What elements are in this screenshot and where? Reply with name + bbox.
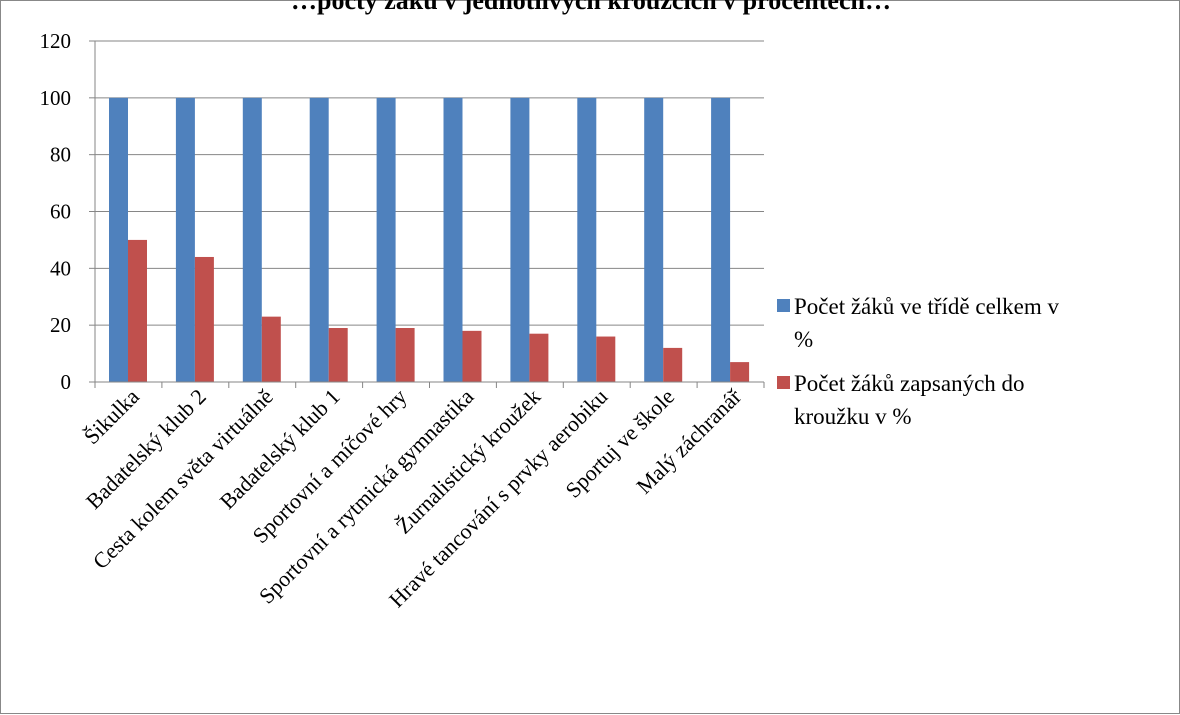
- bar-enrolled: [596, 336, 616, 382]
- legend-label: Počet žáků ve třídě celkem v: [794, 294, 1060, 319]
- bar-enrolled: [462, 330, 482, 382]
- x-tick-label: Badatelský klub 1: [215, 384, 345, 514]
- bar-total: [109, 97, 128, 382]
- bar-total: [510, 97, 530, 382]
- legend-swatch: [777, 376, 790, 389]
- bar-enrolled: [730, 362, 750, 382]
- bars: [109, 97, 750, 382]
- bar-total: [644, 97, 664, 382]
- y-tick-label: 40: [50, 256, 71, 280]
- bar-enrolled: [663, 347, 683, 382]
- bar-enrolled: [395, 328, 415, 382]
- bar-total: [175, 97, 195, 382]
- bar-enrolled: [529, 333, 549, 382]
- legend: Počet žáků ve třídě celkem v% Počet žáků …: [777, 294, 1060, 429]
- x-tick-label: Badatelský klub 2: [81, 384, 211, 514]
- bar-enrolled: [128, 239, 147, 382]
- legend-label: %: [794, 327, 813, 352]
- y-tick-label: 60: [50, 200, 71, 224]
- legend-label: Počet žáků zapsaných do: [794, 371, 1025, 396]
- bar-total: [242, 97, 262, 382]
- x-tick-label: Šikulka: [79, 384, 144, 449]
- legend-swatch: [777, 299, 790, 312]
- bar-total: [711, 97, 731, 382]
- y-tick-label: 20: [50, 313, 71, 337]
- bar-enrolled: [194, 256, 214, 382]
- y-axis-ticks: 0 20 40 60 80 100 120: [40, 29, 95, 394]
- bar-enrolled: [328, 328, 348, 382]
- bar-enrolled: [261, 316, 281, 382]
- y-tick-label: 80: [50, 143, 71, 167]
- bar-total: [577, 97, 597, 382]
- y-tick-label: 100: [40, 86, 72, 110]
- y-tick-label: 0: [61, 370, 72, 394]
- bar-total: [309, 97, 329, 382]
- chart-title: …pocty žáků v jednotlivých kroužcích v p…: [291, 0, 891, 15]
- y-tick-label: 120: [40, 29, 72, 53]
- bar-total: [376, 97, 396, 382]
- legend-label: kroužku v %: [794, 404, 912, 429]
- axes: [94, 41, 765, 388]
- bar-total: [443, 97, 463, 382]
